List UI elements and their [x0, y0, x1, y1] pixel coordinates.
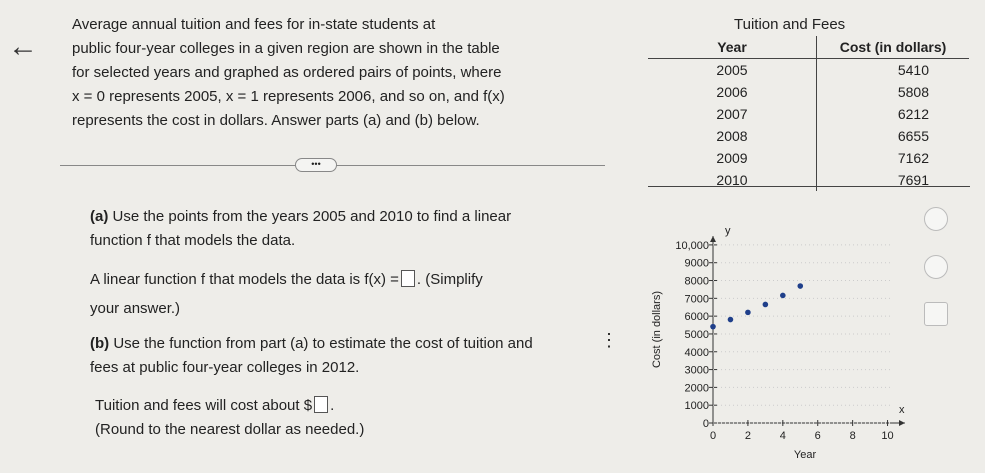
part-label: (a) — [90, 208, 109, 225]
y-tick-label: 3000 — [685, 365, 709, 377]
point — [780, 292, 786, 299]
expand-button[interactable]: ••• — [295, 158, 337, 172]
pane-handle[interactable]: ⋮ — [600, 330, 618, 350]
table-cell: 2008 — [648, 125, 817, 147]
x-tick-label: 8 — [850, 430, 856, 442]
part-b-line: (b) Use the function from part (a) to es… — [90, 335, 533, 352]
table-header: Year — [648, 36, 817, 59]
text: . (Simplify — [416, 271, 483, 288]
text: . — [330, 397, 335, 414]
y-tick-label: 9000 — [685, 258, 709, 270]
point — [710, 323, 716, 330]
table-cell: 5808 — [897, 84, 929, 100]
point — [727, 316, 734, 323]
answer-b: Tuition and fees will cost about $. — [95, 396, 334, 414]
text: Use the function from part (a) to estima… — [113, 335, 533, 352]
text: fees at public four-year colleges in 201… — [90, 359, 360, 376]
x-axis-label: Year — [794, 449, 817, 461]
intro-line: Average annual tuition and fees for in-s… — [72, 16, 436, 33]
table-cell: 2007 — [648, 103, 817, 125]
text: function f that models the data. — [90, 232, 296, 249]
y-tick-label: 4000 — [685, 347, 709, 359]
text: A linear function f that models the data… — [90, 271, 399, 288]
text: your answer.) — [90, 300, 181, 317]
data-table: Year Cost (in dollars) 2005 5410 2006 5808 20… — [648, 36, 969, 191]
y-tick-label: 10,000 — [675, 240, 709, 252]
text: Tuition and fees will cost about $ — [95, 397, 313, 414]
y-tick-label: 2000 — [685, 382, 709, 394]
table-cell: 2009 — [648, 147, 817, 169]
table-title: Tuition and Fees — [734, 16, 846, 33]
table-header: Cost (in dollars) — [816, 36, 969, 59]
y-tick-label: 1000 — [685, 400, 709, 412]
part-label: (b) — [90, 335, 110, 352]
point — [797, 283, 804, 289]
y-tick-label: 7000 — [685, 293, 709, 305]
x-tick-label: 2 — [745, 430, 751, 442]
axis-name: x — [899, 404, 905, 416]
x-tick-label: 10 — [881, 430, 893, 442]
answer-box[interactable] — [314, 396, 329, 413]
x-tick-label: 6 — [815, 430, 821, 442]
point — [745, 309, 751, 316]
open-external[interactable] — [924, 302, 948, 326]
text: (Round to the nearest dollar as needed.) — [95, 421, 365, 438]
table-cell: 6655 — [897, 128, 929, 144]
x-tick-label: 4 — [780, 430, 786, 442]
y-tick-label: 8000 — [685, 276, 709, 288]
part-a-line: (a) Use the points from the years 2005 a… — [90, 208, 511, 225]
zoom-in[interactable] — [924, 207, 948, 231]
point — [762, 301, 769, 308]
table-cell: 6212 — [897, 106, 929, 122]
y-axis-label: Cost (in dollars) — [651, 291, 663, 368]
axis-name: y — [725, 225, 731, 237]
table-cell: 2010 — [648, 169, 817, 191]
table-cell: 7162 — [897, 150, 929, 166]
intro-line: public four-year colleges in a given reg… — [72, 40, 500, 57]
table-cell: 2006 — [648, 81, 817, 103]
table-cell: 5410 — [897, 62, 929, 78]
intro-line: x = 0 represents 2005, x = 1 represents … — [72, 88, 505, 105]
answer-box[interactable] — [400, 270, 415, 287]
text: Use the points from the years 2005 and 2… — [112, 208, 512, 225]
table-rule — [648, 186, 970, 187]
x-tick-label: 0 — [710, 430, 716, 442]
intro-line: represents the cost in dollars. Answer p… — [72, 112, 480, 129]
y-tick-label: 6000 — [685, 311, 709, 323]
answer-a: A linear function f that models the data… — [90, 270, 483, 288]
zoom-out[interactable] — [924, 255, 948, 279]
y-tick-label: 0 — [703, 418, 709, 430]
table-cell: 7691 — [897, 172, 929, 188]
axis-arrow — [710, 236, 905, 426]
table-cell: 2005 — [648, 58, 817, 81]
back-button[interactable]: ← — [8, 30, 38, 63]
intro-line: for selected years and graphed as ordere… — [72, 64, 502, 81]
y-tick-label: 5000 — [685, 329, 709, 341]
